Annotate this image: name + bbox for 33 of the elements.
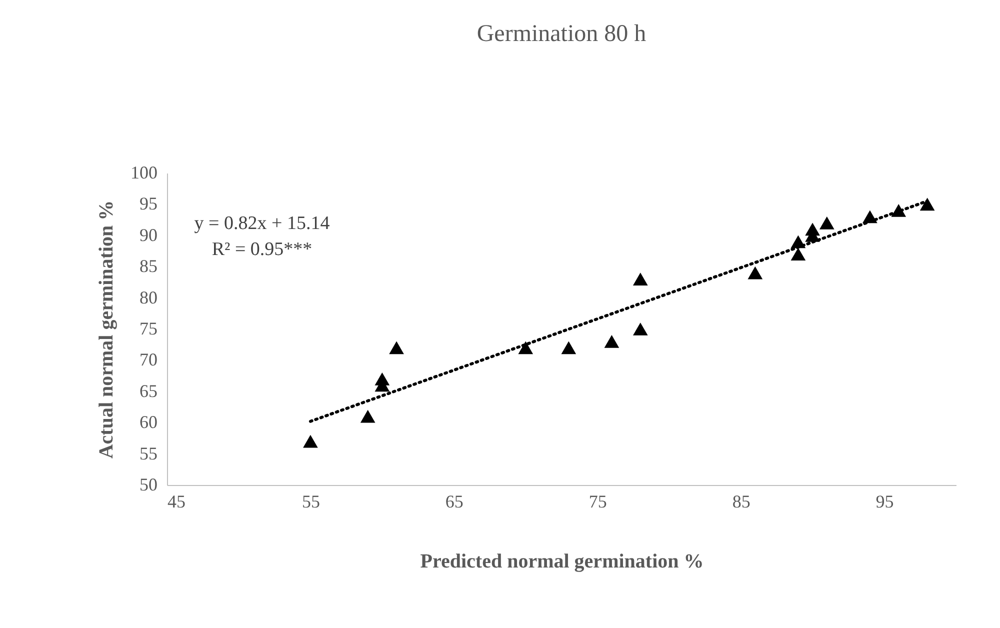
y-tick-label: 75 [140,318,158,338]
point [632,272,648,286]
x-tick-label: 75 [588,492,607,512]
y-tick-label: 80 [140,287,158,308]
x-tick-label: 65 [445,492,464,512]
annotation: y = 0.82x + 15.14 [194,213,330,234]
point [819,216,834,230]
point [518,341,534,354]
point [389,341,404,354]
x-tick-label: 85 [732,492,750,512]
annotation: R² = 0.95*** [212,239,312,260]
x-tick-label: 45 [168,492,186,512]
y-tick-label: 70 [140,350,158,370]
x-tick-label: 55 [302,492,320,512]
point [561,341,576,354]
y-tick-label: 50 [140,474,158,494]
chart-title: Germination 80 h [476,21,646,47]
x-axis-title: Predicted normal germination % [420,550,704,572]
y-tick-label: 65 [140,380,158,401]
point [604,335,620,348]
y-tick-label: 55 [140,443,158,464]
point [790,248,806,261]
x-tick-label: 95 [876,492,894,512]
point [303,434,318,448]
y-axis-title: Actual normal germination % [96,200,118,459]
point [748,266,763,280]
y-tick-label: 60 [140,412,158,432]
y-tick-label: 85 [140,256,158,276]
y-tick-label: 100 [130,162,158,182]
point [632,322,648,336]
y-tick-label: 95 [140,194,158,214]
point [360,410,376,423]
y-tick-label: 90 [140,224,158,245]
